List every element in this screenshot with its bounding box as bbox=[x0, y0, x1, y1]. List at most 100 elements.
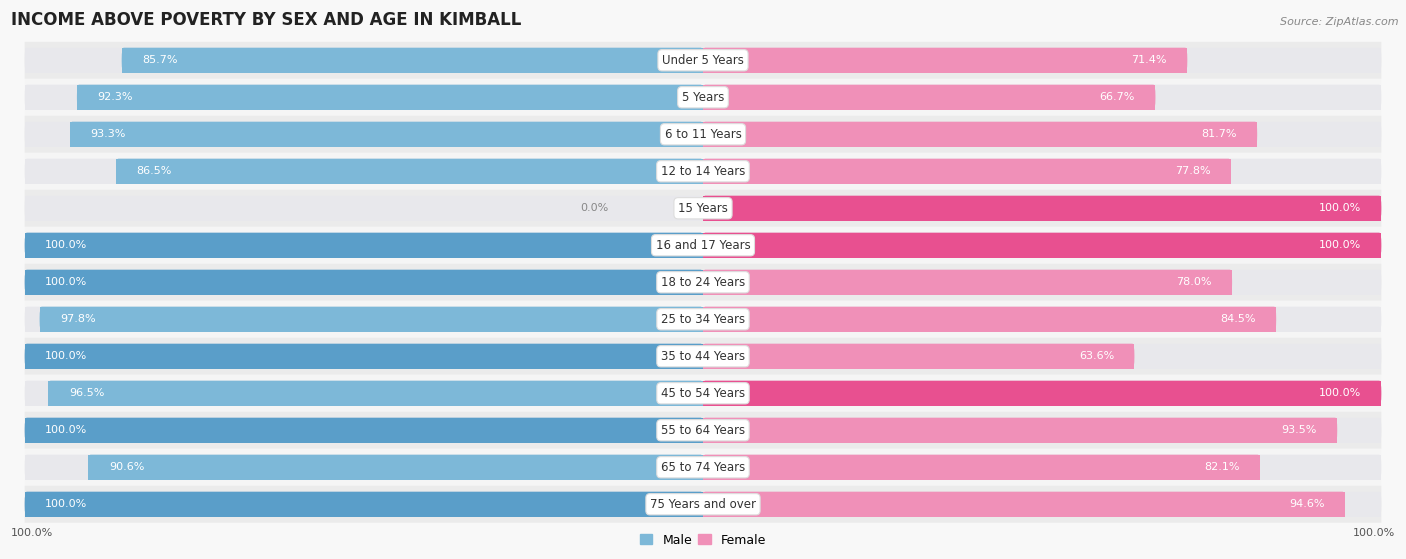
FancyBboxPatch shape bbox=[703, 48, 1187, 73]
FancyBboxPatch shape bbox=[77, 85, 703, 110]
Bar bbox=[703, 454, 1260, 480]
FancyBboxPatch shape bbox=[25, 190, 1381, 227]
FancyBboxPatch shape bbox=[117, 159, 703, 184]
FancyBboxPatch shape bbox=[122, 48, 703, 73]
Text: 16 and 17 Years: 16 and 17 Years bbox=[655, 239, 751, 252]
Text: 12 to 14 Years: 12 to 14 Years bbox=[661, 165, 745, 178]
Bar bbox=[703, 85, 1381, 110]
FancyBboxPatch shape bbox=[25, 301, 1381, 338]
FancyBboxPatch shape bbox=[25, 269, 703, 295]
Bar bbox=[25, 159, 703, 184]
FancyBboxPatch shape bbox=[703, 381, 1381, 406]
FancyBboxPatch shape bbox=[25, 381, 703, 406]
Text: 82.1%: 82.1% bbox=[1204, 462, 1240, 472]
Text: 25 to 34 Years: 25 to 34 Years bbox=[661, 313, 745, 326]
FancyBboxPatch shape bbox=[25, 412, 1381, 449]
FancyBboxPatch shape bbox=[703, 418, 1337, 443]
Text: 18 to 24 Years: 18 to 24 Years bbox=[661, 276, 745, 289]
Text: 94.6%: 94.6% bbox=[1289, 499, 1324, 509]
Text: 100.0%: 100.0% bbox=[1319, 240, 1361, 250]
FancyBboxPatch shape bbox=[25, 418, 703, 443]
Text: 63.6%: 63.6% bbox=[1078, 351, 1114, 361]
FancyBboxPatch shape bbox=[703, 344, 1381, 369]
FancyBboxPatch shape bbox=[703, 122, 1381, 147]
FancyBboxPatch shape bbox=[25, 307, 703, 332]
FancyBboxPatch shape bbox=[703, 492, 1381, 517]
Text: 6 to 11 Years: 6 to 11 Years bbox=[665, 128, 741, 141]
FancyBboxPatch shape bbox=[703, 122, 1257, 147]
FancyBboxPatch shape bbox=[25, 418, 703, 443]
Text: 81.7%: 81.7% bbox=[1201, 129, 1237, 139]
FancyBboxPatch shape bbox=[703, 159, 1381, 184]
Bar bbox=[117, 159, 703, 184]
Bar bbox=[703, 196, 1381, 221]
FancyBboxPatch shape bbox=[25, 454, 703, 480]
Text: 75 Years and over: 75 Years and over bbox=[650, 498, 756, 511]
FancyBboxPatch shape bbox=[703, 269, 1381, 295]
FancyBboxPatch shape bbox=[25, 48, 703, 73]
FancyBboxPatch shape bbox=[25, 227, 1381, 264]
FancyBboxPatch shape bbox=[703, 418, 1381, 443]
Text: 45 to 54 Years: 45 to 54 Years bbox=[661, 387, 745, 400]
Bar bbox=[703, 454, 1381, 480]
Bar bbox=[39, 307, 703, 332]
FancyBboxPatch shape bbox=[25, 233, 703, 258]
FancyBboxPatch shape bbox=[703, 196, 1381, 221]
FancyBboxPatch shape bbox=[703, 454, 1381, 480]
Bar bbox=[25, 492, 703, 517]
Text: 100.0%: 100.0% bbox=[1319, 203, 1361, 214]
FancyBboxPatch shape bbox=[25, 344, 703, 369]
Bar bbox=[703, 122, 1381, 147]
Text: 86.5%: 86.5% bbox=[136, 166, 172, 176]
FancyBboxPatch shape bbox=[25, 85, 703, 110]
FancyBboxPatch shape bbox=[703, 269, 1232, 295]
Bar bbox=[25, 344, 703, 369]
FancyBboxPatch shape bbox=[25, 344, 703, 369]
Bar bbox=[703, 418, 1337, 443]
FancyBboxPatch shape bbox=[89, 454, 703, 480]
Text: 100.0%: 100.0% bbox=[45, 277, 87, 287]
Bar bbox=[703, 344, 1381, 369]
Bar bbox=[25, 48, 703, 73]
Bar bbox=[703, 159, 1381, 184]
Text: 93.3%: 93.3% bbox=[90, 129, 127, 139]
FancyBboxPatch shape bbox=[25, 375, 1381, 412]
FancyBboxPatch shape bbox=[25, 492, 703, 517]
FancyBboxPatch shape bbox=[703, 233, 1381, 258]
FancyBboxPatch shape bbox=[703, 492, 1344, 517]
Bar bbox=[25, 269, 703, 295]
Bar bbox=[703, 381, 1381, 406]
FancyBboxPatch shape bbox=[25, 122, 703, 147]
Bar bbox=[25, 418, 703, 443]
Bar bbox=[703, 307, 1381, 332]
FancyBboxPatch shape bbox=[703, 233, 1381, 258]
Bar bbox=[25, 233, 703, 258]
Bar bbox=[703, 122, 1257, 147]
FancyBboxPatch shape bbox=[70, 122, 703, 147]
Text: 78.0%: 78.0% bbox=[1177, 277, 1212, 287]
Bar bbox=[25, 418, 703, 443]
Text: Source: ZipAtlas.com: Source: ZipAtlas.com bbox=[1281, 17, 1399, 27]
Bar bbox=[70, 122, 703, 147]
FancyBboxPatch shape bbox=[703, 48, 1381, 73]
Bar bbox=[703, 269, 1381, 295]
Text: 35 to 44 Years: 35 to 44 Years bbox=[661, 350, 745, 363]
Text: 71.4%: 71.4% bbox=[1132, 55, 1167, 65]
Bar bbox=[25, 85, 703, 110]
FancyBboxPatch shape bbox=[703, 381, 1381, 406]
Text: 100.0%: 100.0% bbox=[45, 240, 87, 250]
Text: 90.6%: 90.6% bbox=[108, 462, 145, 472]
FancyBboxPatch shape bbox=[25, 486, 1381, 523]
Text: 85.7%: 85.7% bbox=[142, 55, 177, 65]
Bar bbox=[25, 307, 703, 332]
Bar bbox=[703, 307, 1277, 332]
FancyBboxPatch shape bbox=[703, 307, 1381, 332]
FancyBboxPatch shape bbox=[25, 449, 1381, 486]
Text: 0.0%: 0.0% bbox=[579, 203, 607, 214]
Bar bbox=[703, 233, 1381, 258]
FancyBboxPatch shape bbox=[25, 116, 1381, 153]
Bar bbox=[703, 492, 1344, 517]
Text: Under 5 Years: Under 5 Years bbox=[662, 54, 744, 67]
Text: 66.7%: 66.7% bbox=[1099, 92, 1135, 102]
FancyBboxPatch shape bbox=[703, 344, 1135, 369]
